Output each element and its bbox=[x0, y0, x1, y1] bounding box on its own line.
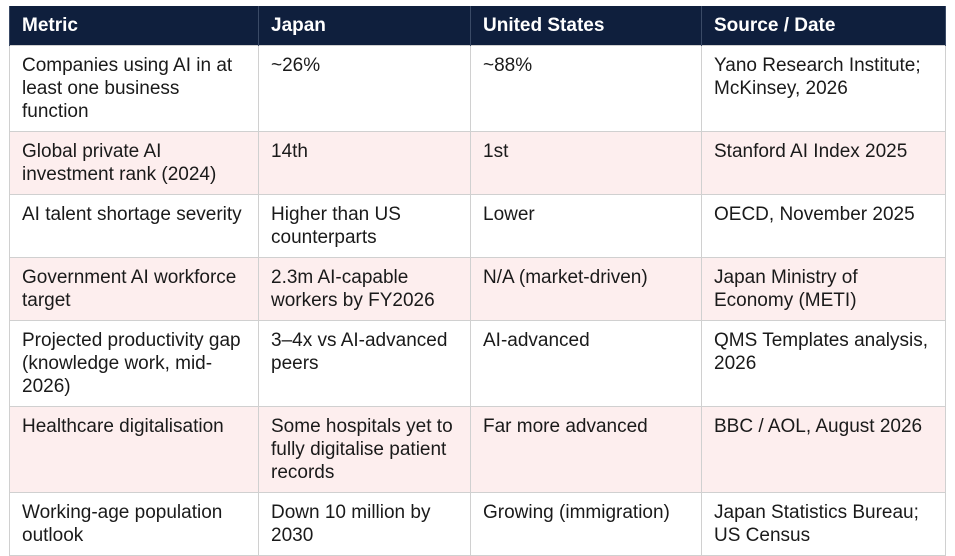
cell-united-states: Growing (immigration) bbox=[470, 492, 702, 556]
cell-japan: Higher than US counterparts bbox=[258, 194, 471, 258]
cell-source: Yano Research Institute; McKinsey, 2026 bbox=[701, 45, 946, 132]
header-japan: Japan bbox=[258, 6, 471, 46]
cell-source: OECD, November 2025 bbox=[701, 194, 946, 258]
cell-metric: Government AI workforce target bbox=[9, 257, 259, 321]
cell-metric: Healthcare digitalisation bbox=[9, 406, 259, 493]
table-row: Projected productivity gap (knowledge wo… bbox=[9, 320, 946, 407]
cell-metric: Projected productivity gap (knowledge wo… bbox=[9, 320, 259, 407]
cell-metric: Working-age population outlook bbox=[9, 492, 259, 556]
cell-metric: Global private AI investment rank (2024) bbox=[9, 131, 259, 195]
comparison-table: Metric Japan United States Source / Date… bbox=[9, 6, 946, 556]
cell-japan: 14th bbox=[258, 131, 471, 195]
cell-united-states: 1st bbox=[470, 131, 702, 195]
table-row: Working-age population outlook Down 10 m… bbox=[9, 492, 946, 556]
header-united-states: United States bbox=[470, 6, 702, 46]
cell-source: Japan Ministry of Economy (METI) bbox=[701, 257, 946, 321]
table-header-row: Metric Japan United States Source / Date bbox=[9, 6, 946, 46]
cell-united-states: AI-advanced bbox=[470, 320, 702, 407]
cell-japan: ~26% bbox=[258, 45, 471, 132]
cell-source: Stanford AI Index 2025 bbox=[701, 131, 946, 195]
table-row: Government AI workforce target 2.3m AI-c… bbox=[9, 257, 946, 321]
cell-united-states: ~88% bbox=[470, 45, 702, 132]
table-row: Companies using AI in at least one busin… bbox=[9, 45, 946, 132]
cell-japan: Down 10 million by 2030 bbox=[258, 492, 471, 556]
cell-united-states: N/A (market-driven) bbox=[470, 257, 702, 321]
cell-united-states: Far more advanced bbox=[470, 406, 702, 493]
cell-japan: 2.3m AI-capable workers by FY2026 bbox=[258, 257, 471, 321]
cell-metric: Companies using AI in at least one busin… bbox=[9, 45, 259, 132]
cell-source: BBC / AOL, August 2026 bbox=[701, 406, 946, 493]
cell-united-states: Lower bbox=[470, 194, 702, 258]
header-source-date: Source / Date bbox=[701, 6, 946, 46]
comparison-table-container: Metric Japan United States Source / Date… bbox=[9, 6, 946, 556]
table-row: Global private AI investment rank (2024)… bbox=[9, 131, 946, 195]
cell-source: Japan Statistics Bureau; US Census bbox=[701, 492, 946, 556]
table-row: AI talent shortage severity Higher than … bbox=[9, 194, 946, 258]
cell-source: QMS Templates analysis, 2026 bbox=[701, 320, 946, 407]
cell-japan: Some hospitals yet to fully digitalise p… bbox=[258, 406, 471, 493]
table-row: Healthcare digitalisation Some hospitals… bbox=[9, 406, 946, 493]
cell-metric: AI talent shortage severity bbox=[9, 194, 259, 258]
cell-japan: 3–4x vs AI-advanced peers bbox=[258, 320, 471, 407]
header-metric: Metric bbox=[9, 6, 259, 46]
